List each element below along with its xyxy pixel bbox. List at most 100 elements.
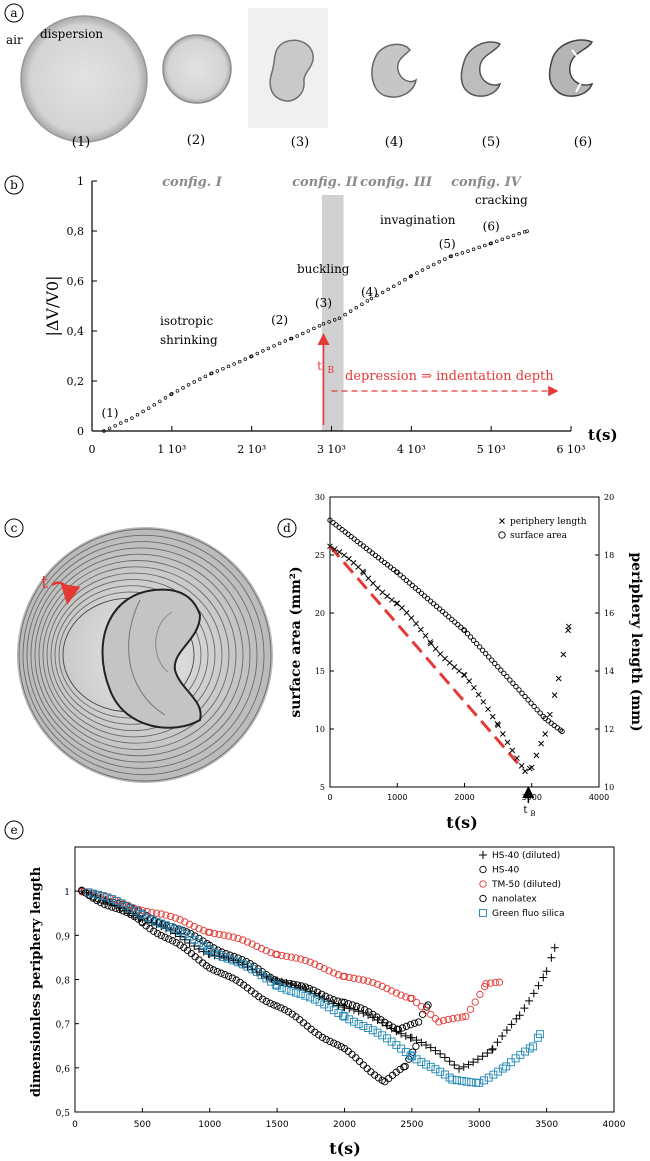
series-point-1 bbox=[210, 951, 219, 960]
series-point-2 bbox=[218, 948, 226, 956]
series-point-3 bbox=[152, 909, 161, 917]
periphery-length-point bbox=[374, 585, 381, 591]
series-point-3 bbox=[220, 931, 228, 939]
series-point-3 bbox=[449, 1015, 457, 1023]
periphery-length-point bbox=[495, 722, 501, 729]
y-tick-label: 0,8 bbox=[56, 977, 71, 987]
series-point-4 bbox=[326, 1037, 334, 1046]
series-point-5 bbox=[436, 1067, 445, 1076]
surface-area-point bbox=[409, 582, 416, 589]
series-point-2 bbox=[246, 960, 254, 968]
fit-line bbox=[328, 545, 520, 765]
series-point-3 bbox=[181, 918, 189, 926]
surface-area-point bbox=[473, 640, 480, 647]
stage-labels: (1) (2) (3) (4) (5) (6) bbox=[72, 133, 592, 150]
series-point-2 bbox=[414, 1018, 423, 1026]
x-tick-label: 1000 bbox=[198, 1120, 221, 1130]
config-label: config. II bbox=[292, 175, 359, 190]
series-point-4 bbox=[150, 927, 158, 935]
y-tick-label: 0 bbox=[77, 425, 84, 438]
series-point-5 bbox=[152, 917, 161, 926]
series-point-5 bbox=[359, 1022, 368, 1030]
series-point-1 bbox=[488, 1045, 497, 1054]
series-point-3 bbox=[167, 912, 175, 921]
periphery-length-point bbox=[542, 731, 549, 737]
series-point-5 bbox=[296, 990, 305, 999]
series-point-4 bbox=[119, 907, 127, 915]
surface-area-point bbox=[537, 710, 543, 716]
surface-area-point bbox=[360, 543, 366, 549]
x-axis-label: t(s) bbox=[329, 1139, 361, 1158]
series-point-5 bbox=[98, 892, 107, 900]
stage-label-3: (3) bbox=[291, 135, 309, 150]
series-point-3 bbox=[292, 954, 300, 962]
series-point-3 bbox=[345, 973, 353, 982]
surface-area-point bbox=[430, 601, 437, 607]
series-point-5 bbox=[502, 1062, 511, 1071]
surface-area-point bbox=[354, 538, 360, 544]
stage-label-4: (4) bbox=[385, 135, 403, 150]
series-point-4 bbox=[273, 1002, 281, 1010]
stage-label: (2) bbox=[271, 313, 288, 327]
stage-label-6: (6) bbox=[574, 135, 592, 150]
data-point bbox=[261, 349, 265, 353]
surface-area-point bbox=[433, 603, 440, 609]
x-tick-label: 4 10³ bbox=[397, 443, 426, 456]
series-point-3 bbox=[482, 980, 490, 988]
drop-image-4 bbox=[371, 43, 418, 98]
surface-area-point bbox=[489, 657, 495, 663]
surface-area-point bbox=[492, 660, 498, 667]
legend-marker bbox=[479, 880, 487, 888]
series-point-5 bbox=[535, 1030, 544, 1039]
series-point-5 bbox=[426, 1062, 435, 1071]
series-point-5 bbox=[407, 1052, 416, 1061]
surface-area-point bbox=[427, 598, 434, 604]
stage-label: (3) bbox=[315, 296, 332, 310]
surface-area-point bbox=[554, 725, 560, 731]
series-point-3 bbox=[253, 942, 261, 951]
series-point-4 bbox=[262, 997, 270, 1006]
series-point-1 bbox=[440, 1053, 449, 1062]
data-point bbox=[489, 241, 493, 245]
periphery-length-point bbox=[379, 589, 386, 596]
periphery-length-point bbox=[475, 691, 482, 698]
drop-image-6 bbox=[548, 39, 594, 97]
surface-area-point bbox=[415, 588, 422, 594]
x-tick-label: 2000 bbox=[454, 793, 474, 802]
surface-area-point bbox=[519, 690, 525, 696]
data-point bbox=[232, 362, 236, 366]
series-point-4 bbox=[228, 974, 237, 982]
legend-marker bbox=[479, 865, 487, 874]
tB-label: t bbox=[523, 805, 527, 816]
series-point-5 bbox=[267, 977, 276, 986]
series-point-5 bbox=[292, 988, 300, 997]
config-label: config. I bbox=[162, 175, 223, 190]
stage-label: (4) bbox=[361, 285, 378, 299]
annotation-isotropic: isotropic bbox=[160, 314, 214, 328]
surface-area-point bbox=[381, 559, 388, 566]
series-point-5 bbox=[176, 927, 185, 936]
series-point-5 bbox=[234, 958, 242, 967]
periphery-length-point bbox=[331, 546, 338, 552]
data-point bbox=[483, 243, 487, 248]
series-point-4 bbox=[281, 1006, 289, 1014]
series-point-5 bbox=[422, 1060, 430, 1069]
panel-label-e: e bbox=[4, 820, 24, 840]
svg-text:e: e bbox=[10, 823, 17, 837]
data-point bbox=[135, 413, 140, 417]
data-point bbox=[107, 426, 112, 431]
data-point bbox=[186, 383, 191, 387]
x-tick-label: 0 bbox=[72, 1120, 78, 1130]
series-point-4 bbox=[352, 1054, 360, 1062]
series-point-4 bbox=[153, 929, 162, 938]
series-point-1 bbox=[469, 1058, 478, 1067]
series-point-5 bbox=[238, 960, 247, 969]
series-point-4 bbox=[213, 968, 221, 976]
tB-subscript: B bbox=[328, 366, 335, 376]
drying-ring bbox=[54, 585, 209, 725]
data-point bbox=[203, 374, 208, 379]
data-point bbox=[237, 359, 242, 364]
series-point-2 bbox=[210, 944, 218, 952]
series-point-3 bbox=[340, 972, 349, 981]
panel-a: air dispersion (1) (2) (3) (4) (5) (6) bbox=[6, 8, 594, 150]
